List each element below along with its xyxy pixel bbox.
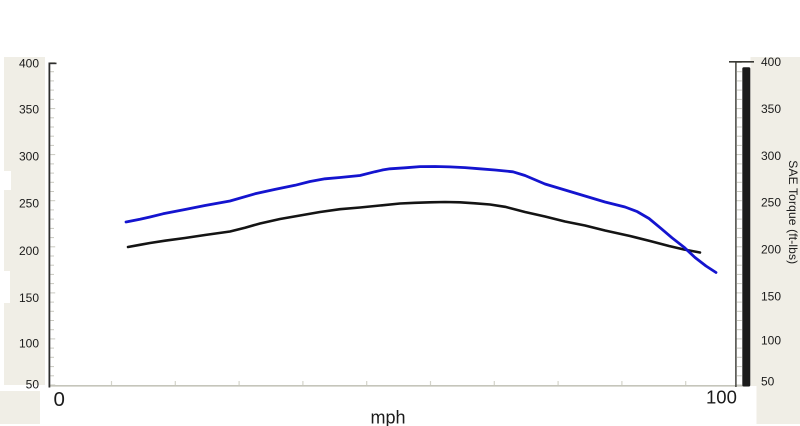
svg-text:300: 300 bbox=[761, 149, 781, 163]
svg-text:150: 150 bbox=[761, 289, 781, 303]
svg-text:mph: mph bbox=[371, 407, 406, 426]
svg-text:0: 0 bbox=[54, 388, 65, 411]
svg-text:100: 100 bbox=[19, 336, 39, 350]
svg-text:SAE Torque (ft-lbs): SAE Torque (ft-lbs) bbox=[786, 160, 800, 264]
svg-text:400: 400 bbox=[19, 57, 39, 71]
svg-text:100: 100 bbox=[761, 333, 781, 347]
svg-text:150: 150 bbox=[19, 291, 39, 305]
svg-text:350: 350 bbox=[19, 103, 39, 117]
svg-text:250: 250 bbox=[761, 195, 781, 209]
svg-text:50: 50 bbox=[26, 378, 40, 392]
svg-text:350: 350 bbox=[761, 102, 781, 116]
svg-text:200: 200 bbox=[19, 244, 39, 258]
svg-text:200: 200 bbox=[761, 242, 781, 256]
svg-text:400: 400 bbox=[761, 55, 781, 69]
svg-text:50: 50 bbox=[761, 375, 775, 389]
svg-text:100: 100 bbox=[706, 386, 737, 407]
svg-text:250: 250 bbox=[19, 196, 39, 210]
svg-text:300: 300 bbox=[19, 149, 39, 163]
